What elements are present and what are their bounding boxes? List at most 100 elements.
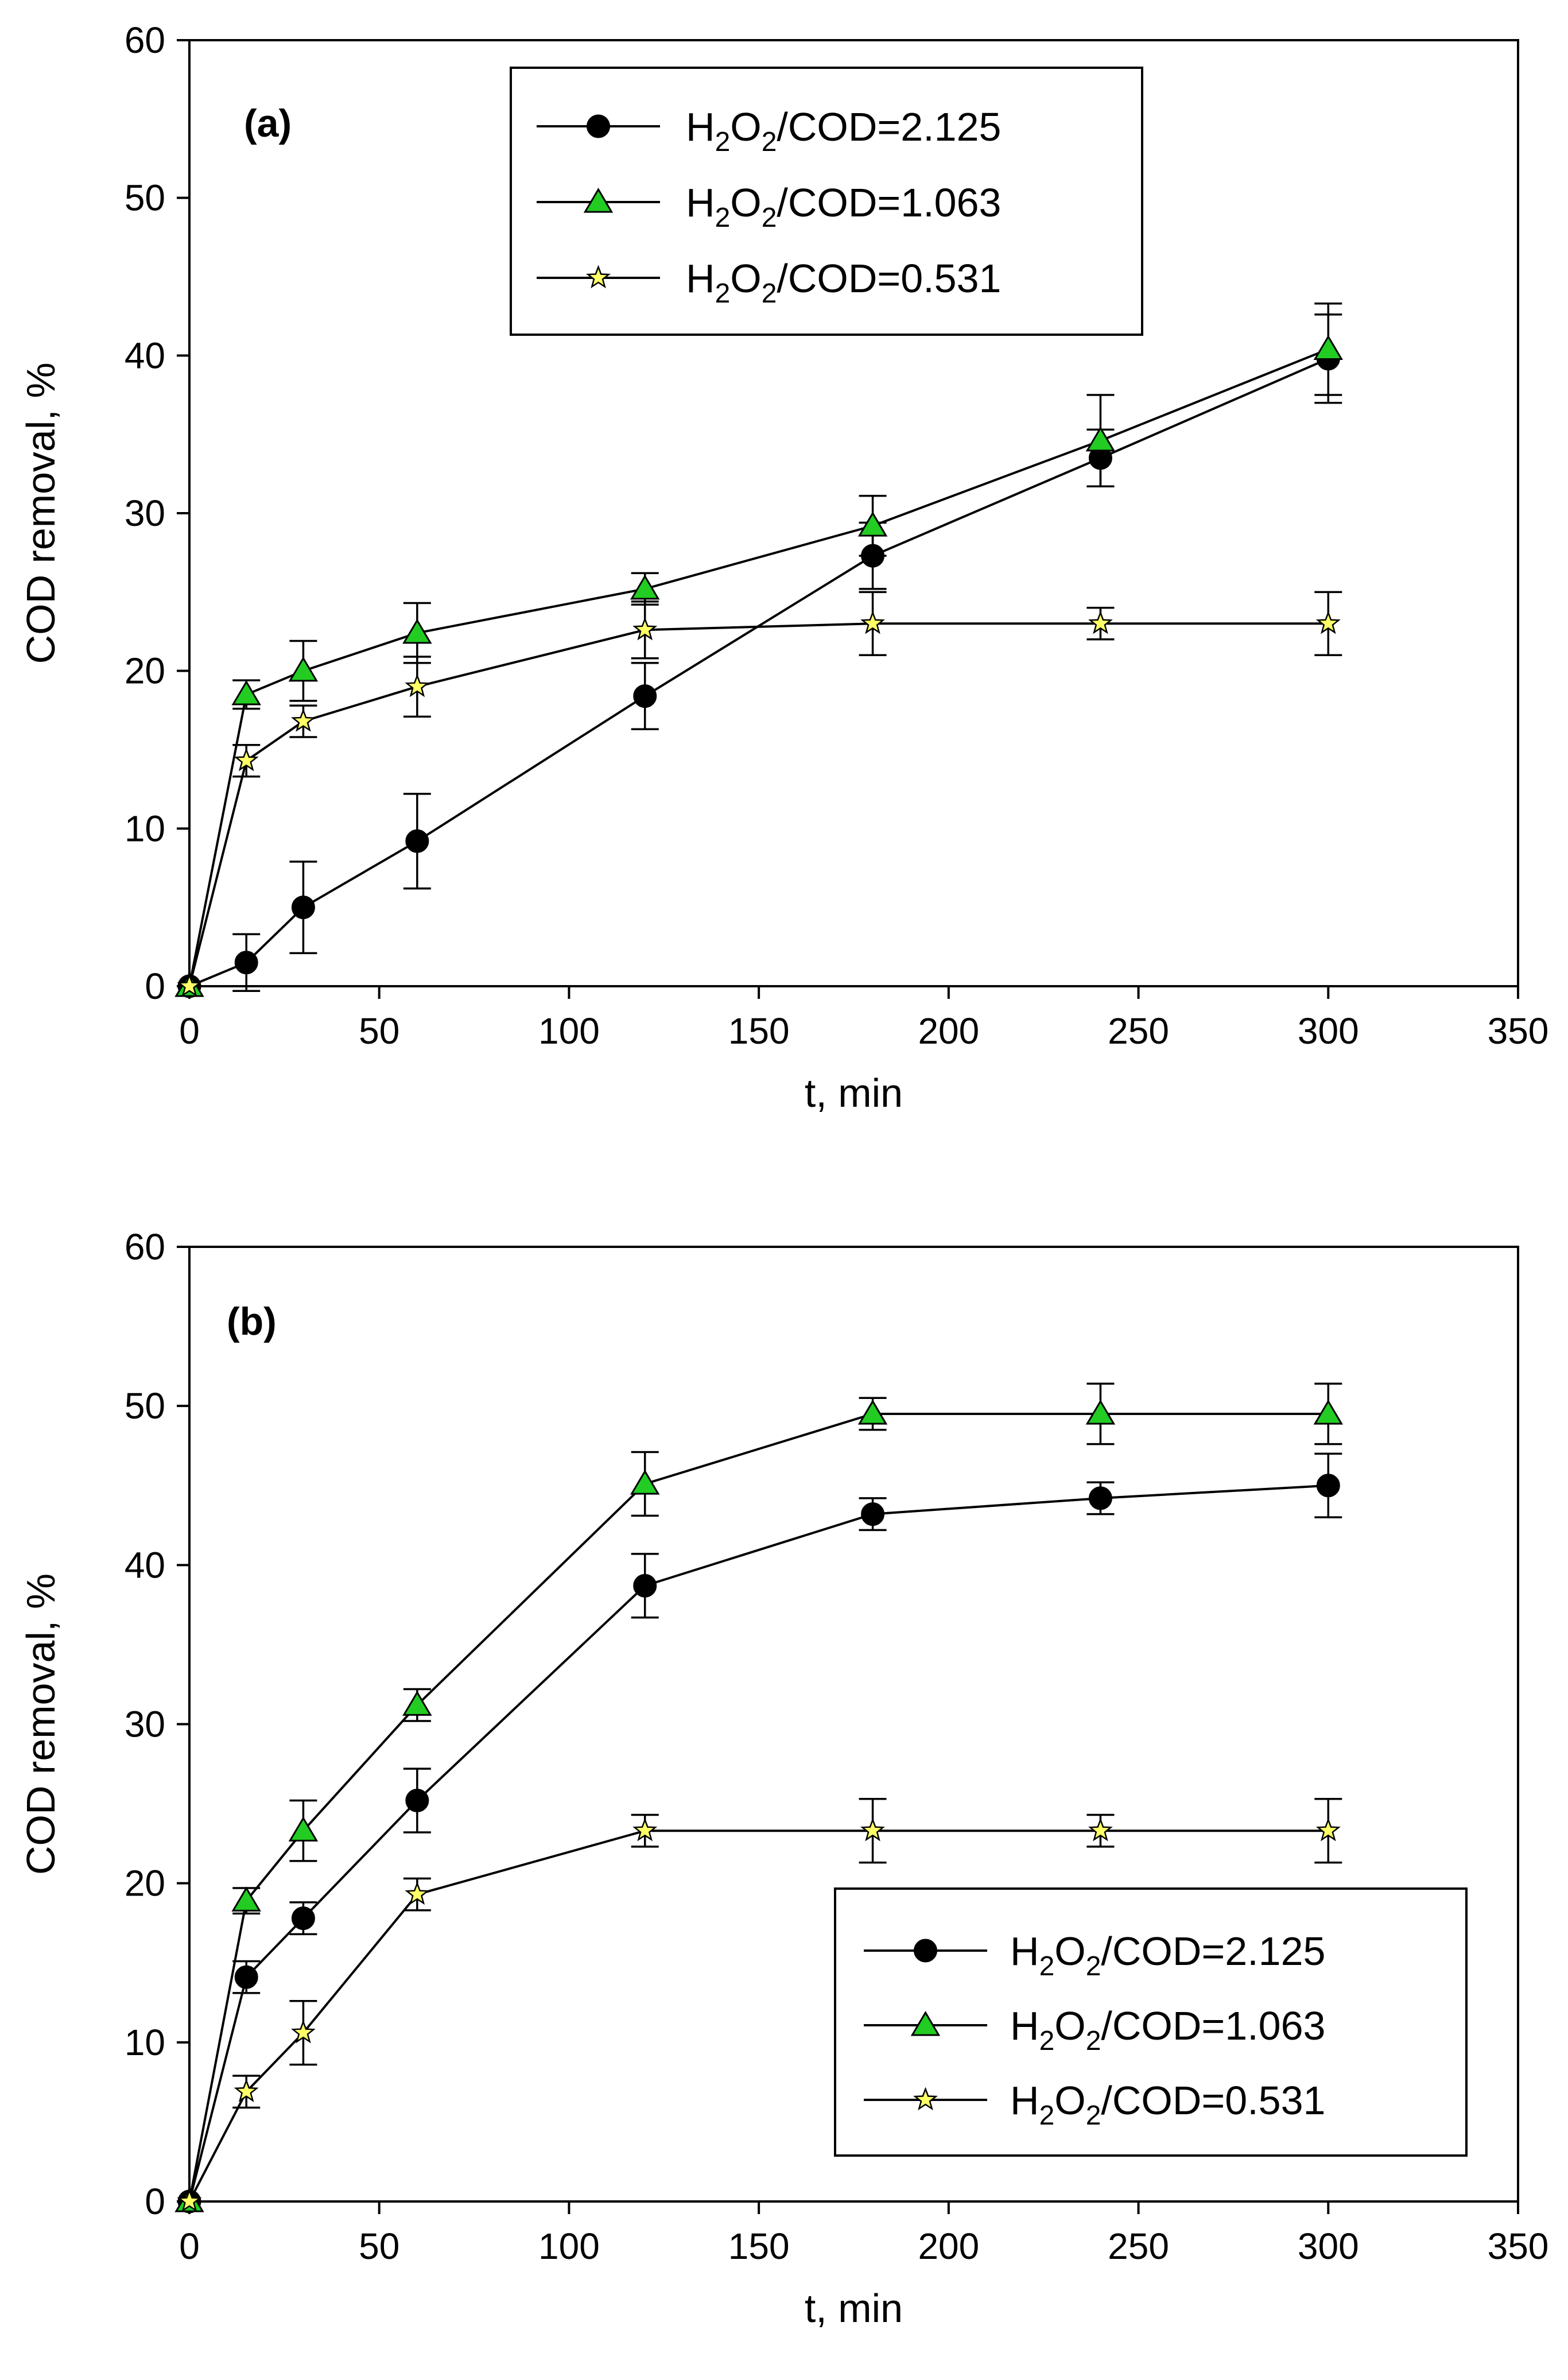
data-point-triangle [857, 511, 888, 537]
legend-item: H2O2/COD=0.531 [864, 2078, 1325, 2131]
y-tick-label: 50 [125, 1385, 165, 1427]
legend-item: H2O2/COD=1.063 [864, 2003, 1325, 2056]
series-triangle [174, 1382, 1344, 2212]
legend-label-part: 2 [1086, 1951, 1101, 1982]
data-point-triangle [231, 1886, 261, 1912]
data-point-star [234, 2079, 259, 2102]
data-point-circle [633, 684, 657, 708]
x-tick-label: 0 [179, 2226, 200, 2267]
legend-label-part: O [730, 180, 761, 225]
x-tick-label: 250 [1108, 2226, 1169, 2267]
legend-label-part: 2 [762, 127, 777, 157]
data-point-circle [633, 1573, 657, 1598]
data-point-star [177, 2188, 202, 2212]
data-point-star [860, 610, 885, 634]
y-axis-label: COD removal, % [18, 362, 63, 664]
legend-label-part: H [686, 256, 715, 301]
legend-marker-circle [914, 1939, 937, 1963]
legend-label-part: /COD=1.063 [777, 180, 1001, 225]
legend-item: H2O2/COD=2.125 [537, 104, 1001, 157]
legend-label: H2O2/COD=0.531 [1010, 2078, 1325, 2131]
legend-label-part: 2 [1039, 1951, 1055, 1982]
x-tick-label: 350 [1488, 1010, 1549, 1052]
x-tick-label: 100 [538, 2226, 600, 2267]
legend-label: H2O2/COD=1.063 [686, 180, 1001, 233]
series-circle [177, 313, 1342, 998]
data-point-star [291, 708, 316, 732]
legend-label: H2O2/COD=1.063 [1010, 2003, 1325, 2056]
data-point-triangle [288, 1816, 319, 1842]
series-circle [177, 1452, 1342, 2214]
panel-label: (b) [227, 1300, 277, 1343]
y-tick-label: 30 [125, 493, 165, 534]
series-line [188, 1413, 1329, 2202]
series-line [188, 348, 1329, 987]
data-point-triangle [630, 574, 660, 600]
x-tick-label: 300 [1298, 2226, 1359, 2267]
legend-label-part: /COD=2.125 [777, 104, 1001, 149]
y-tick-label: 0 [145, 2181, 165, 2222]
legend-label-part: 2 [715, 203, 731, 233]
data-point-star [234, 747, 259, 772]
legend-label-part: O [730, 256, 761, 301]
x-tick-label: 200 [918, 1010, 979, 1052]
legend-marker-triangle [583, 188, 614, 213]
chart-panel-a: 0 50 100 150 200 250 300 350 0 10 20 30 40 50 60 t, min… [18, 20, 1548, 1115]
legend-item: H2O2/COD=0.531 [537, 256, 1001, 309]
x-axis-label: t, min [805, 2286, 903, 2331]
y-tick-label: 60 [125, 1226, 165, 1267]
data-point-circle [234, 951, 258, 975]
legend-label-part: 2 [762, 203, 777, 233]
y-axis-label: COD removal, % [18, 1573, 63, 1875]
data-point-star [291, 2019, 316, 2044]
panel-label: (a) [244, 102, 292, 145]
legend-label-part: 2 [762, 278, 777, 309]
x-tick-label: 150 [728, 1010, 790, 1052]
legend-label-part: /COD=1.063 [1101, 2003, 1325, 2048]
legend-label-part: O [730, 104, 761, 149]
legend-label: H2O2/COD=2.125 [686, 104, 1001, 157]
series-line [188, 622, 1329, 987]
legend-label-part: 2 [1086, 2100, 1101, 2131]
data-point-star [860, 1817, 885, 1842]
series-triangle [174, 302, 1344, 997]
data-point-star [1315, 1817, 1341, 1842]
data-point-triangle [1313, 335, 1344, 361]
data-point-star [1315, 610, 1341, 634]
data-point-triangle [630, 1470, 660, 1495]
legend-label-part: /COD=0.531 [777, 256, 1001, 301]
data-point-circle [234, 1965, 258, 1989]
legend-label-part: 2 [1039, 2100, 1055, 2131]
data-point-star [1088, 610, 1113, 634]
data-point-circle [291, 1906, 315, 1931]
x-tick-label: 100 [538, 1010, 600, 1052]
y-tick-label: 20 [125, 1863, 165, 1904]
data-point-star [1088, 1817, 1113, 1842]
data-point-triangle [1085, 426, 1116, 452]
data-point-triangle [231, 680, 261, 706]
data-point-circle [1316, 1474, 1340, 1498]
legend-label-part: H [686, 104, 715, 149]
y-tick-label: 40 [125, 1544, 165, 1586]
legend-label-part: H [1010, 2078, 1039, 2123]
series-line [188, 1484, 1329, 2202]
legend-label-part: 2 [1039, 2026, 1055, 2056]
legend: H2O2/COD=2.125H2O2/COD=1.063H2O2/COD=0.5… [510, 67, 1143, 336]
data-point-circle [405, 1789, 429, 1813]
legend-label: H2O2/COD=2.125 [1010, 1929, 1325, 1982]
legend-marker-star [586, 265, 611, 289]
legend-label: H2O2/COD=0.531 [686, 256, 1001, 309]
legend-marker-star [913, 2087, 938, 2111]
data-point-circle [291, 896, 315, 920]
series-star [177, 591, 1342, 997]
legend-label-part: /COD=2.125 [1101, 1929, 1325, 1974]
legend: H2O2/COD=2.125 H2O2/COD=1.063 H2O2/COD=0.5… [834, 1887, 1468, 2157]
legend-label-part: H [686, 180, 715, 225]
y-tick-label: 40 [125, 335, 165, 376]
x-tick-label: 250 [1108, 1010, 1169, 1052]
x-tick-label: 200 [918, 2226, 979, 2267]
legend-marker-triangle [910, 2011, 941, 2036]
legend-label-part: 2 [1086, 2026, 1101, 2056]
data-point-star [632, 1817, 658, 1842]
